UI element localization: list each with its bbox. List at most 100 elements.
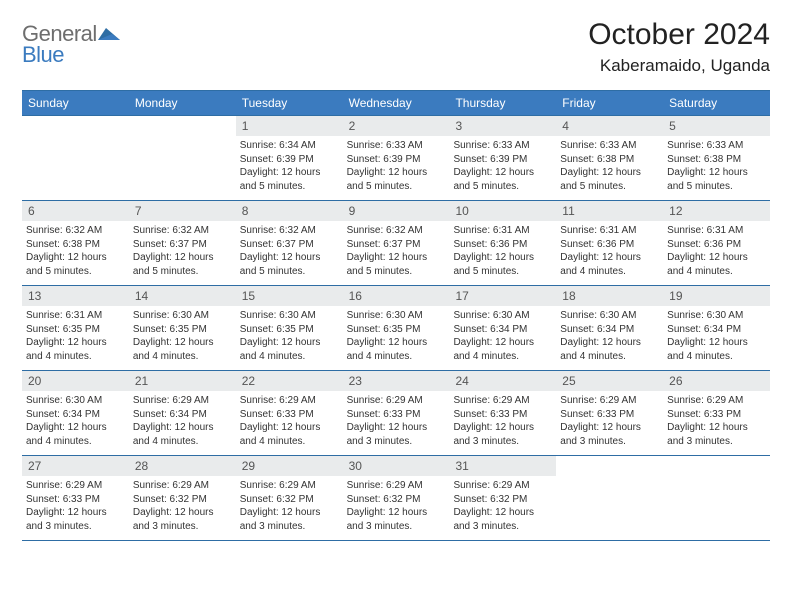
sunset-text: Sunset: 6:34 PM (26, 408, 125, 422)
dow-wed: Wednesday (343, 91, 450, 115)
day-body: Sunrise: 6:32 AMSunset: 6:38 PMDaylight:… (22, 221, 129, 282)
sunset-text: Sunset: 6:32 PM (133, 493, 232, 507)
sunrise-text: Sunrise: 6:32 AM (240, 224, 339, 238)
sunset-text: Sunset: 6:34 PM (560, 323, 659, 337)
day-number: 17 (449, 286, 556, 306)
day-number: 3 (449, 116, 556, 136)
day-body: Sunrise: 6:33 AMSunset: 6:39 PMDaylight:… (449, 136, 556, 197)
logo: General Blue (22, 18, 126, 66)
sunset-text: Sunset: 6:38 PM (26, 238, 125, 252)
daylight-text: Daylight: 12 hours and 5 minutes. (240, 251, 339, 278)
day-body: Sunrise: 6:31 AMSunset: 6:36 PMDaylight:… (663, 221, 770, 282)
flag-icon (98, 26, 126, 51)
sunrise-text: Sunrise: 6:29 AM (133, 479, 232, 493)
weeks-container: 1Sunrise: 6:34 AMSunset: 6:39 PMDaylight… (22, 115, 770, 540)
daylight-text: Daylight: 12 hours and 5 minutes. (347, 166, 446, 193)
dow-sat: Saturday (663, 91, 770, 115)
daylight-text: Daylight: 12 hours and 4 minutes. (560, 336, 659, 363)
day-number: 24 (449, 371, 556, 391)
daylight-text: Daylight: 12 hours and 5 minutes. (133, 251, 232, 278)
day-number: 11 (556, 201, 663, 221)
sunrise-text: Sunrise: 6:29 AM (240, 479, 339, 493)
daylight-text: Daylight: 12 hours and 5 minutes. (26, 251, 125, 278)
dow-mon: Monday (129, 91, 236, 115)
day-number: 16 (343, 286, 450, 306)
day-number: 23 (343, 371, 450, 391)
day-body: Sunrise: 6:31 AMSunset: 6:36 PMDaylight:… (449, 221, 556, 282)
day-cell: 15Sunrise: 6:30 AMSunset: 6:35 PMDayligh… (236, 286, 343, 370)
day-number: 2 (343, 116, 450, 136)
sunrise-text: Sunrise: 6:31 AM (26, 309, 125, 323)
day-number: 19 (663, 286, 770, 306)
daylight-text: Daylight: 12 hours and 5 minutes. (453, 251, 552, 278)
day-cell: 17 Sunrise: 6:30 AMSunset: 6:34 PMDayligh… (449, 286, 556, 370)
day-body: Sunrise: 6:30 AMSunset: 6:34 PMDaylight:… (556, 306, 663, 367)
sunset-text: Sunset: 6:33 PM (560, 408, 659, 422)
sunrise-text: Sunrise: 6:29 AM (667, 394, 766, 408)
day-cell: 3Sunrise: 6:33 AMSunset: 6:39 PMDaylight… (449, 116, 556, 200)
day-cell: 25Sunrise: 6:29 AMSunset: 6:33 PMDayligh… (556, 371, 663, 455)
day-cell: 4Sunrise: 6:33 AMSunset: 6:38 PMDaylight… (556, 116, 663, 200)
sunset-text: Sunset: 6:33 PM (667, 408, 766, 422)
day-number: 4 (556, 116, 663, 136)
day-body: Sunrise: 6:30 AMSunset: 6:34 PMDaylight:… (22, 391, 129, 452)
day-body: Sunrise: 6:33 AMSunset: 6:39 PMDaylight:… (343, 136, 450, 197)
day-body: Sunrise: 6:29 AMSunset: 6:33 PMDaylight:… (449, 391, 556, 452)
day-body: Sunrise: 6:29 AMSunset: 6:33 PMDaylight:… (343, 391, 450, 452)
day-body: Sunrise: 6:29 AMSunset: 6:32 PMDaylight:… (449, 476, 556, 537)
day-cell: 31Sunrise: 6:29 AMSunset: 6:32 PMDayligh… (449, 456, 556, 540)
daylight-text: Daylight: 12 hours and 3 minutes. (453, 506, 552, 533)
sunrise-text: Sunrise: 6:29 AM (560, 394, 659, 408)
sunset-text: Sunset: 6:36 PM (453, 238, 552, 252)
dow-fri: Friday (556, 91, 663, 115)
day-number: 9 (343, 201, 450, 221)
day-cell: 29Sunrise: 6:29 AMSunset: 6:32 PMDayligh… (236, 456, 343, 540)
day-cell: 20Sunrise: 6:30 AMSunset: 6:34 PMDayligh… (22, 371, 129, 455)
day-cell: 10Sunrise: 6:31 AMSunset: 6:36 PMDayligh… (449, 201, 556, 285)
daylight-text: Daylight: 12 hours and 4 minutes. (667, 251, 766, 278)
sunrise-text: Sunrise: 6:30 AM (560, 309, 659, 323)
sunset-text: Sunset: 6:39 PM (347, 153, 446, 167)
daylight-text: Daylight: 12 hours and 4 minutes. (240, 421, 339, 448)
sunrise-text: Sunrise: 6:29 AM (133, 394, 232, 408)
day-body: Sunrise: 6:32 AMSunset: 6:37 PMDaylight:… (236, 221, 343, 282)
day-cell (663, 456, 770, 540)
day-body: Sunrise: 6:33 AMSunset: 6:38 PMDaylight:… (663, 136, 770, 197)
sunset-text: Sunset: 6:39 PM (240, 153, 339, 167)
day-number: 18 (556, 286, 663, 306)
sunset-text: Sunset: 6:32 PM (453, 493, 552, 507)
sunrise-text: Sunrise: 6:30 AM (453, 309, 552, 323)
day-number: 13 (22, 286, 129, 306)
day-body: Sunrise: 6:29 AMSunset: 6:33 PMDaylight:… (236, 391, 343, 452)
day-cell: 26 Sunrise: 6:29 AMSunset: 6:33 PMDayligh… (663, 371, 770, 455)
sunrise-text: Sunrise: 6:33 AM (347, 139, 446, 153)
week-row: 27Sunrise: 6:29 AMSunset: 6:33 PMDayligh… (22, 455, 770, 540)
dow-row: Sunday Monday Tuesday Wednesday Thursday… (22, 90, 770, 115)
sunset-text: Sunset: 6:34 PM (453, 323, 552, 337)
sunrise-text: Sunrise: 6:30 AM (133, 309, 232, 323)
sunset-text: Sunset: 6:37 PM (240, 238, 339, 252)
daylight-text: Daylight: 12 hours and 4 minutes. (347, 336, 446, 363)
week-row: 13Sunrise: 6:31 AMSunset: 6:35 PMDayligh… (22, 285, 770, 370)
day-cell: 8Sunrise: 6:32 AMSunset: 6:37 PMDaylight… (236, 201, 343, 285)
day-body: Sunrise: 6:30 AMSunset: 6:35 PMDaylight:… (129, 306, 236, 367)
day-body: Sunrise: 6:30 AMSunset: 6:35 PMDaylight:… (236, 306, 343, 367)
daylight-text: Daylight: 12 hours and 4 minutes. (453, 336, 552, 363)
day-body: Sunrise: 6:32 AMSunset: 6:37 PMDaylight:… (129, 221, 236, 282)
day-cell: 7Sunrise: 6:32 AMSunset: 6:37 PMDaylight… (129, 201, 236, 285)
day-cell (22, 116, 129, 200)
daylight-text: Daylight: 12 hours and 3 minutes. (347, 421, 446, 448)
day-number: 6 (22, 201, 129, 221)
day-number: 26 (663, 371, 770, 391)
sunset-text: Sunset: 6:37 PM (133, 238, 232, 252)
day-body: Sunrise: 6:29 AMSunset: 6:32 PMDaylight:… (343, 476, 450, 537)
daylight-text: Daylight: 12 hours and 3 minutes. (667, 421, 766, 448)
sunrise-text: Sunrise: 6:31 AM (667, 224, 766, 238)
title-block: October 2024 Kaberamaido, Uganda (588, 18, 770, 76)
day-number: 1 (236, 116, 343, 136)
day-cell: 23Sunrise: 6:29 AMSunset: 6:33 PMDayligh… (343, 371, 450, 455)
sunrise-text: Sunrise: 6:33 AM (560, 139, 659, 153)
daylight-text: Daylight: 12 hours and 5 minutes. (453, 166, 552, 193)
day-cell: 27Sunrise: 6:29 AMSunset: 6:33 PMDayligh… (22, 456, 129, 540)
sunrise-text: Sunrise: 6:29 AM (240, 394, 339, 408)
